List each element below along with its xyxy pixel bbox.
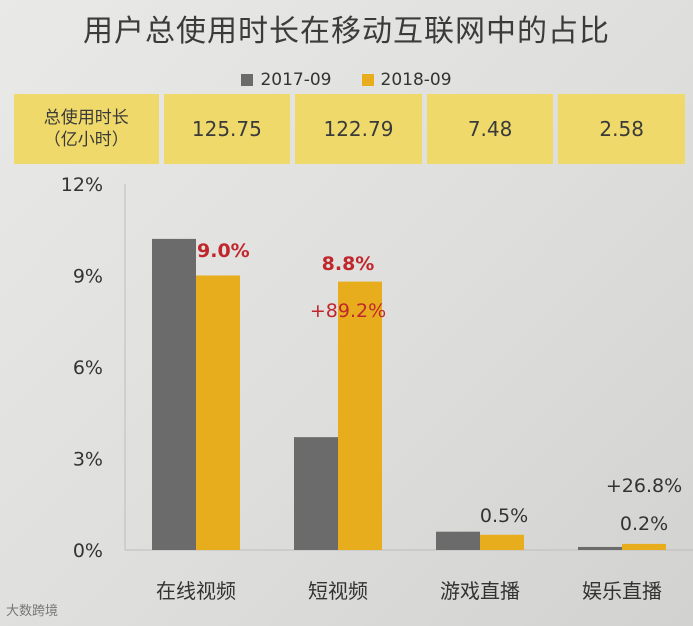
x-tick-label: 在线视频: [156, 579, 236, 603]
y-tick-label: 3%: [73, 449, 103, 471]
table-header-cell: 总使用时长 （亿小时）: [14, 94, 159, 164]
bar-2017-09-3: [578, 546, 622, 550]
legend-item-2018: 2018-09: [361, 70, 452, 90]
legend: 2017-09 2018-09: [0, 70, 693, 90]
legend-label-2017: 2017-09: [260, 70, 332, 90]
chart-title: 用户总使用时长在移动互联网中的占比: [83, 14, 610, 49]
y-tick-label: 9%: [73, 266, 103, 288]
table-header-line1: 总使用时长: [43, 108, 129, 128]
legend-item-2017: 2017-09: [241, 70, 332, 90]
growth-label-short-video: +89.2%: [310, 300, 386, 322]
x-tick-label: 游戏直播: [440, 579, 520, 603]
table-header-line2: （亿小时）: [43, 130, 129, 150]
watermark: 大数跨境: [6, 604, 59, 619]
usage-table: 总使用时长 （亿小时） 125.75 122.79 7.48 2.58: [14, 94, 685, 164]
table-value-short-video: 122.79: [295, 94, 422, 164]
y-tick-label: 12%: [61, 174, 103, 196]
bar-2017-09-0: [152, 238, 196, 550]
x-tick-label: 短视频: [308, 579, 368, 603]
legend-label-2018: 2018-09: [380, 70, 452, 90]
data-label-online-video: 9.0%: [197, 240, 250, 262]
data-label-short-video: 8.8%: [322, 253, 375, 275]
data-label-game-live: 0.5%: [480, 505, 528, 527]
bar-2017-09-2: [436, 531, 480, 550]
bar-2018-09-3: [622, 543, 666, 550]
bar-2018-09-0: [196, 275, 240, 550]
legend-swatch-2018: [361, 74, 374, 86]
growth-label-ent-live: +26.8%: [606, 475, 682, 497]
bar-2017-09-1: [294, 437, 338, 550]
data-label-ent-live: 0.2%: [620, 513, 668, 535]
table-value-online-video: 125.75: [163, 94, 291, 164]
y-tick-label: 0%: [73, 540, 103, 562]
bar-2018-09-1: [338, 281, 382, 550]
table-value-game-live: 7.48: [426, 94, 554, 164]
y-tick-label: 6%: [73, 357, 103, 379]
legend-swatch-2017: [241, 74, 254, 86]
bar-2018-09-2: [480, 534, 524, 550]
x-tick-label: 娱乐直播: [582, 579, 662, 603]
table-value-ent-live: 2.58: [558, 94, 685, 164]
